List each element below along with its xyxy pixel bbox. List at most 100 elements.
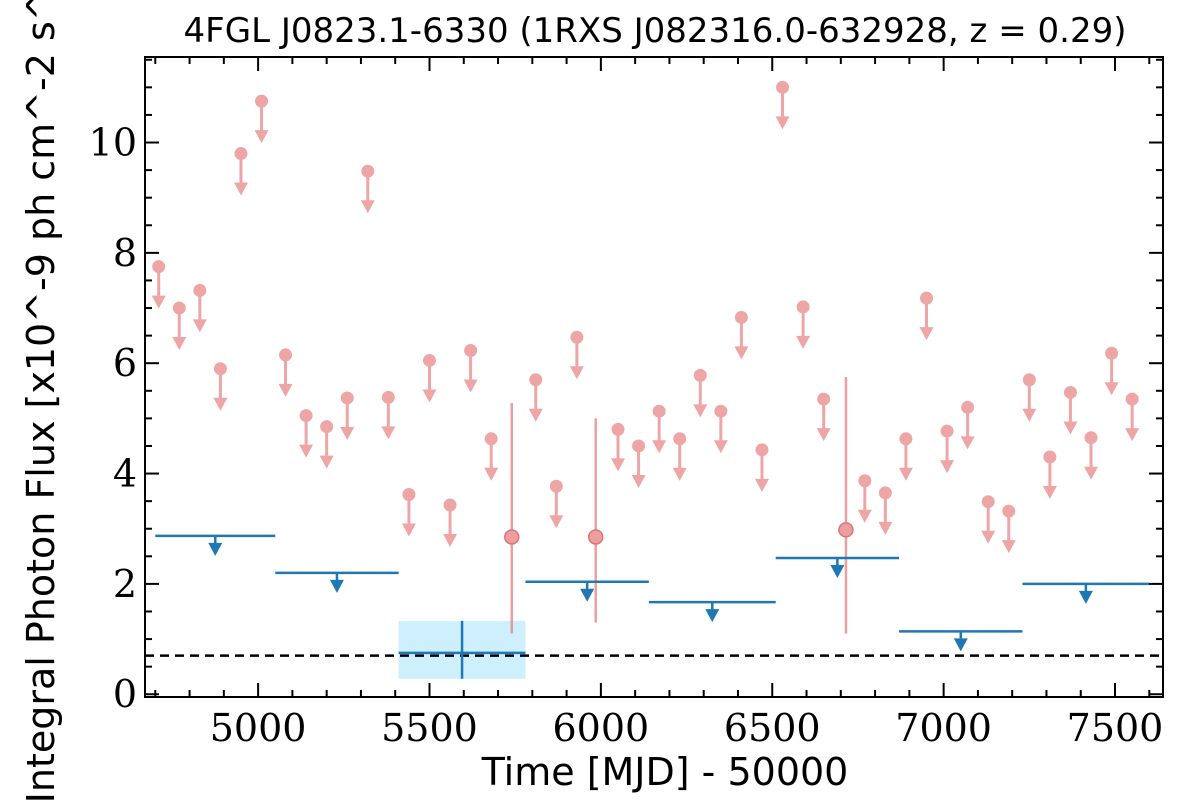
short-bin-upper-limit [278, 348, 293, 397]
upper-limit-point [673, 432, 687, 446]
upper-limit-arrowhead [319, 455, 334, 469]
upper-limit-arrowhead [463, 379, 478, 393]
short-bin-upper-limit [898, 432, 913, 481]
x-axis-label: Time [MJD] - 50000 [481, 750, 849, 794]
short-bin-upper-limit [693, 368, 708, 418]
long-bin-upper-limit [775, 556, 900, 578]
short-bin-detection [587, 418, 604, 623]
upper-limit-point [961, 400, 975, 414]
upper-limit-arrowhead [233, 182, 248, 196]
upper-limit-arrowhead [254, 130, 269, 144]
short-bin-upper-limit [340, 391, 355, 440]
upper-limit-point [940, 424, 954, 438]
detection-point [587, 529, 604, 545]
upper-limit-arrowhead [940, 460, 955, 474]
short-bin-upper-limit [528, 373, 543, 422]
short-bin-upper-limit [960, 400, 975, 450]
long-bin-upper-limit [899, 630, 1023, 652]
upper-limit-arrowhead [713, 440, 728, 454]
long-bin-upper-limit [1022, 582, 1150, 604]
chart-title: 4FGL J0823.1-6330 (1RXS J082316.0-632928… [184, 11, 1127, 51]
detection-point [838, 522, 854, 538]
upper-limit-arrowhead [443, 534, 458, 547]
upper-limit-point [152, 260, 166, 274]
upper-limit-arrowhead [631, 474, 646, 488]
upper-limit-arrowhead [919, 327, 934, 341]
y-tick-label: 0 [113, 672, 137, 716]
upper-limit-arrowhead [528, 408, 543, 422]
short-bin-upper-limit [981, 495, 996, 544]
upper-limit-arrowhead [796, 335, 811, 349]
upper-limit-point [172, 301, 186, 315]
short-bin-upper-limit [172, 301, 187, 351]
short-bin-upper-limit [254, 94, 269, 144]
short-bin-upper-limit [443, 498, 458, 547]
upper-limit-arrowhead [340, 426, 355, 440]
upper-limit-arrowhead [652, 440, 667, 454]
upper-limit-arrowhead [151, 295, 166, 309]
short-bin-upper-limit [754, 443, 769, 492]
y-tick-label: 6 [113, 341, 137, 385]
upper-limit-arrowhead [422, 389, 437, 403]
upper-limit-arrowhead [1022, 408, 1037, 422]
upper-limit-point [484, 432, 498, 446]
upper-limit-point [1043, 450, 1057, 464]
upper-limit-arrowhead [1125, 428, 1140, 442]
long-bin-arrowhead [580, 588, 595, 602]
upper-limit-point [255, 94, 269, 108]
upper-limit-point [299, 409, 313, 423]
upper-limit-point [734, 310, 748, 324]
short-bin-upper-limit [1042, 450, 1057, 499]
short-bin-upper-limit [796, 300, 811, 349]
short-bin-detection [504, 402, 520, 634]
short-bin-upper-limit [1084, 431, 1099, 480]
upper-limit-arrowhead [299, 444, 314, 458]
upper-limit-arrowhead [1042, 486, 1057, 499]
upper-limit-point [755, 443, 769, 457]
short-bin-upper-limit [422, 353, 437, 403]
upper-limit-point [1125, 392, 1139, 406]
upper-limit-point [919, 291, 933, 305]
long-bin-arrowhead [329, 579, 344, 593]
upper-limit-point [899, 432, 913, 446]
y-axis-label: Integral Photon Flux [x10^-9 ph cm^-2 s^… [19, 0, 63, 800]
upper-limit-arrowhead [1063, 421, 1078, 435]
short-bin-upper-limit [940, 424, 955, 474]
short-bin-upper-limit [857, 474, 872, 523]
short-bin-upper-limit [360, 164, 375, 214]
short-bin-upper-limit [878, 486, 893, 535]
short-bin-upper-limit [299, 409, 314, 458]
upper-limit-point [652, 404, 666, 418]
long-bin-arrowhead [830, 564, 845, 578]
upper-limit-arrowhead [192, 319, 207, 333]
upper-limit-arrowhead [754, 478, 769, 492]
x-tick-label: 5500 [381, 706, 478, 750]
short-bin-upper-limit [401, 488, 416, 537]
upper-limit-arrowhead [693, 404, 708, 418]
upper-limit-point [858, 474, 872, 488]
upper-limit-arrowhead [898, 467, 913, 481]
short-bin-upper-limit [713, 404, 728, 454]
upper-limit-point [443, 498, 457, 512]
short-bin-upper-limit [611, 422, 626, 472]
upper-limit-point [529, 373, 543, 387]
upper-limit-arrowhead [1084, 466, 1099, 480]
upper-limit-arrowhead [672, 467, 687, 481]
upper-limit-arrowhead [775, 116, 790, 130]
upper-limit-arrowhead [857, 509, 872, 523]
plot-area [145, 80, 1163, 679]
short-bin-upper-limit [1063, 385, 1078, 435]
upper-limit-point [549, 479, 563, 493]
long-bin-upper-limit [155, 534, 276, 556]
upper-limit-arrowhead [611, 458, 626, 472]
short-bin-upper-limit [1104, 346, 1119, 396]
short-bin-upper-limit [192, 283, 207, 333]
upper-limit-point [981, 495, 995, 509]
upper-limit-point [776, 80, 790, 94]
upper-limit-point [320, 420, 334, 434]
long-bin-arrowhead [705, 609, 720, 623]
upper-limit-arrowhead [549, 515, 564, 529]
upper-limit-arrowhead [381, 426, 396, 440]
upper-limit-arrowhead [360, 200, 375, 214]
